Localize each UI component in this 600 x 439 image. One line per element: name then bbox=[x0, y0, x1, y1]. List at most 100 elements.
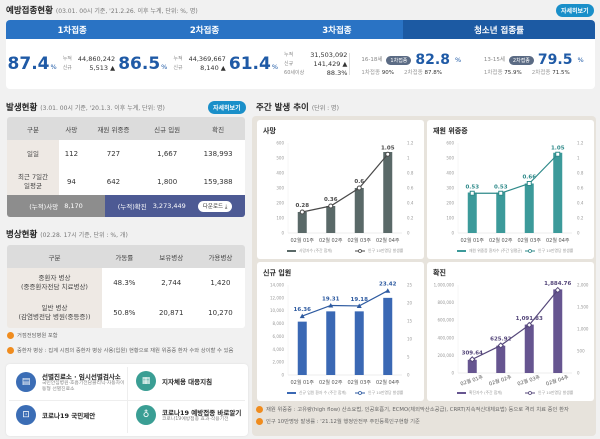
y-tick-right: 0.6 bbox=[577, 186, 584, 191]
y-tick-right: 0.8 bbox=[407, 171, 414, 176]
total-deaths-label: (누적)사망 bbox=[29, 203, 59, 211]
legend-line-marker bbox=[528, 391, 532, 395]
dose-rate-unit: % bbox=[161, 63, 168, 71]
legend-bar-label: 신규 입원 환자 수 (주간 합계) bbox=[299, 390, 347, 395]
bar bbox=[524, 183, 534, 233]
beds-header: 병상현황 (02.28. 17시 기준, 단위 : %, 개) bbox=[6, 228, 128, 240]
y-tick-right: 25 bbox=[407, 283, 413, 288]
x-tick-label: 02월 02주 bbox=[488, 373, 513, 387]
y-tick-right: 5 bbox=[407, 355, 410, 360]
chart-svg: 0 200,000 400,000 600,000 800,000 1,000,000 0 5… bbox=[434, 281, 589, 395]
y-tick-right: 1,500 bbox=[577, 305, 589, 310]
data-label: 0.53 bbox=[494, 184, 508, 190]
vaccination-tabs: 1차접종 2차접종 3차접종 청소년 접종률 bbox=[6, 20, 595, 39]
cell: 2,744 bbox=[146, 268, 196, 298]
quick-link[interactable]: ♁ 코로나19 예방접종 바로알기 코로나19예방접종 효과·작용기전 bbox=[136, 405, 246, 425]
y-tick-right: 0 bbox=[577, 231, 580, 236]
y-tick-right: 1.2 bbox=[577, 141, 584, 146]
y-tick-right: 1 bbox=[577, 156, 580, 161]
line-series bbox=[302, 290, 389, 317]
row-label: 최근 7일간 일평균 bbox=[7, 168, 59, 195]
y-tick-left: 0 bbox=[451, 371, 454, 376]
y-tick-left: 200,000 bbox=[437, 353, 454, 358]
column-header: 가동률 bbox=[102, 245, 147, 268]
bar bbox=[524, 324, 534, 373]
occurrence-detail-button[interactable]: 자세히보기 bbox=[208, 101, 246, 114]
line-marker bbox=[385, 151, 391, 157]
line-series bbox=[472, 153, 559, 194]
line-marker bbox=[554, 286, 561, 294]
note-text: 거점전담병원 포함 bbox=[17, 333, 58, 339]
chart-2: 신규 입원 0 2,000 4,000 6,000 8,000 10,000 12,000 14… bbox=[257, 262, 424, 401]
total-confirmed: (누적)확진 3,273,449 다운로드 ⤓ bbox=[105, 195, 245, 217]
y-tick-right: 0 bbox=[407, 231, 410, 236]
total-confirmed-value: 3,273,449 bbox=[152, 202, 186, 210]
new-label: 신규 bbox=[62, 65, 72, 71]
column-header: 구분 bbox=[7, 245, 102, 268]
data-label: 0.66 bbox=[522, 175, 536, 181]
y-tick-left: 600 bbox=[446, 141, 454, 146]
dose-rate: 86.5 bbox=[118, 54, 161, 74]
quick-link[interactable]: ▦ 지자체용 대응지침 bbox=[136, 371, 246, 391]
x-tick-label: 02월 01주 bbox=[290, 379, 314, 386]
quick-link[interactable]: ⊡ 코로나19 국민제안 bbox=[16, 405, 126, 425]
x-tick-label: 02월 03주 bbox=[347, 237, 371, 244]
cum-label: 누적 bbox=[173, 56, 183, 62]
legend-line-marker bbox=[358, 249, 362, 253]
cell: 138,993 bbox=[191, 140, 245, 168]
y-tick-left: 400,000 bbox=[437, 335, 454, 340]
dose-rate: 61.4 bbox=[228, 54, 271, 74]
occurrence-header: 발생현황 (3.01. 00시 기준, '20.1.3. 이후 누계, 단위: 명… bbox=[6, 101, 165, 113]
tab-youth[interactable]: 청소년 접종률 bbox=[403, 20, 595, 39]
age-group: 16-18세 bbox=[361, 56, 383, 63]
cell: 50.8% bbox=[102, 298, 147, 328]
new-label: 신규 bbox=[284, 60, 294, 67]
bar bbox=[553, 152, 563, 233]
y-tick-left: 500 bbox=[446, 156, 454, 161]
y-tick-left: 12,000 bbox=[270, 295, 284, 300]
new-value: 5,513 ▲ bbox=[89, 64, 116, 72]
x-tick-label: 02월 03주 bbox=[517, 237, 541, 244]
quick-link[interactable]: ▤ 선별진료소 · 임시선별검사소 국민안심병원·호흡기전담클리닉·자동차이동형 … bbox=[16, 371, 126, 393]
y-tick-left: 600,000 bbox=[437, 318, 454, 323]
line-series bbox=[302, 153, 389, 213]
youth-rate: 82.8 bbox=[415, 52, 450, 68]
tab-dose-1[interactable]: 1차접종 bbox=[6, 20, 139, 39]
download-button[interactable]: 다운로드 ⤓ bbox=[197, 200, 233, 212]
y-tick-right: 0.2 bbox=[407, 216, 414, 221]
bar bbox=[354, 188, 364, 233]
y-tick-right: 2,000 bbox=[577, 283, 589, 288]
tab-dose-3[interactable]: 3차접종 bbox=[270, 20, 404, 39]
line-marker bbox=[328, 203, 334, 209]
occurrence-table: 구분 사망 재원 위중증 신규 입원 확진 일일 112 727 1,667 138,993 최근… bbox=[7, 117, 245, 217]
tab-dose-2[interactable]: 2차접종 bbox=[138, 20, 271, 39]
line-marker bbox=[356, 185, 362, 191]
y-tick-right: 0.8 bbox=[577, 171, 584, 176]
column-header: 보유병상 bbox=[146, 245, 196, 268]
x-tick-label: 02월 02주 bbox=[319, 379, 343, 386]
beds-table: 구분 가동률 보유병상 가용병상 중환자 병상 (중증환자전담 치료병상) 48.3% 2,… bbox=[7, 245, 245, 328]
y-tick-right: 0.4 bbox=[407, 201, 414, 206]
y-tick-right: 10 bbox=[407, 337, 413, 342]
chart-svg: 0 100 200 300 400 500 600 0 0.2 0.4 0.6 0.8 1 1.2 02월 … bbox=[276, 141, 414, 254]
weekly-notes: 재원 위중증 : 고유량(high flow) 산소요법, 인공호흡기, ECM… bbox=[256, 405, 594, 425]
legend-line-marker bbox=[528, 249, 532, 253]
occurrence-title: 발생현황 bbox=[6, 103, 38, 113]
y-tick-left: 14,000 bbox=[270, 283, 284, 288]
vaccination-title: 예방접종현황 bbox=[6, 6, 53, 16]
d2-label: 2차접종 bbox=[404, 70, 423, 76]
cell: 10,270 bbox=[195, 298, 245, 328]
vaccination-detail-button[interactable]: 자세히보기 bbox=[556, 4, 594, 17]
dose-rate-unit: % bbox=[50, 63, 57, 71]
y-tick-left: 100 bbox=[446, 216, 454, 221]
line-marker bbox=[328, 302, 334, 308]
chart-title: 사망 bbox=[263, 127, 276, 135]
column-header: 재원 위중증 bbox=[83, 117, 144, 140]
cell: 94 bbox=[59, 168, 84, 195]
x-tick-label: 02월 01주 bbox=[460, 373, 485, 387]
y-tick-left: 800,000 bbox=[437, 300, 454, 305]
cell: 727 bbox=[83, 140, 144, 168]
x-tick-label: 02월 04주 bbox=[376, 237, 400, 244]
data-label: 0.53 bbox=[465, 184, 479, 190]
speaker-icon bbox=[7, 346, 14, 354]
